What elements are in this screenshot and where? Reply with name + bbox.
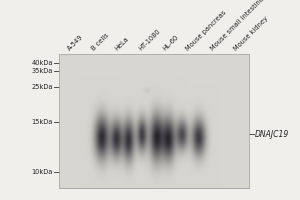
Text: DNAJC19: DNAJC19 xyxy=(254,130,289,139)
Text: 15kDa: 15kDa xyxy=(32,119,53,125)
Text: 10kDa: 10kDa xyxy=(32,169,53,175)
Text: Mouse kidney: Mouse kidney xyxy=(233,15,269,52)
Text: Mouse small intestine: Mouse small intestine xyxy=(209,0,265,52)
Bar xyxy=(58,54,249,188)
Text: B cells: B cells xyxy=(90,32,110,52)
Bar xyxy=(58,54,249,188)
Text: 40kDa: 40kDa xyxy=(32,60,53,66)
Text: HeLa: HeLa xyxy=(114,36,130,52)
Text: HT-1080: HT-1080 xyxy=(138,28,161,52)
Text: Mouse pancreas: Mouse pancreas xyxy=(185,9,228,52)
Text: HL-60: HL-60 xyxy=(161,34,179,52)
Text: 25kDa: 25kDa xyxy=(32,84,53,90)
Text: A-549: A-549 xyxy=(66,34,84,52)
Text: 35kDa: 35kDa xyxy=(32,68,53,74)
